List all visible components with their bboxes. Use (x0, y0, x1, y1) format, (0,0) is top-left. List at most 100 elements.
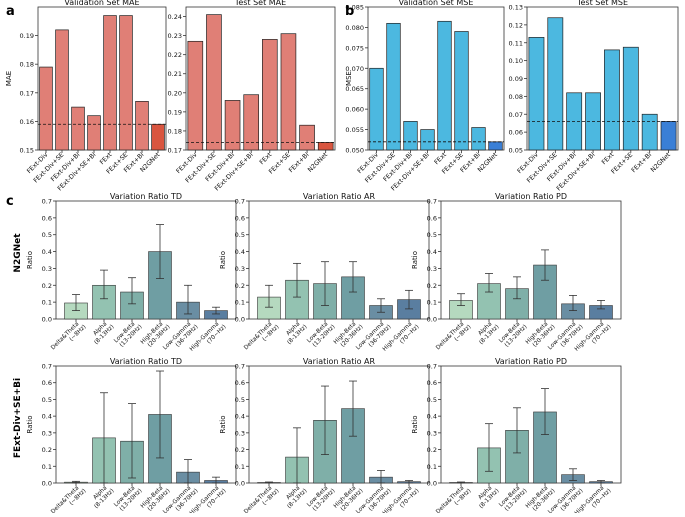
chart-title-5: Variation Ratio AR (303, 192, 376, 201)
y-tick-label: 0.1 (427, 463, 437, 471)
y-tick-label: 0.6 (42, 379, 52, 387)
y-tick-label: 0.4 (42, 413, 52, 421)
bar-2-2 (403, 121, 418, 151)
y-tick-label: 0.12 (509, 21, 523, 29)
y-axis-label-5: Ratio (219, 251, 227, 269)
panel-letter-a: a (6, 4, 15, 19)
y-tick-label: 0.1 (42, 299, 52, 307)
bar-2-0 (369, 67, 384, 151)
y-tick-label: 0.1 (42, 463, 52, 471)
bar-2-4 (437, 20, 452, 151)
y-axis-label-7: Ratio (26, 416, 34, 434)
bar-0-2 (71, 106, 85, 151)
y-tick-label: 0.0 (235, 480, 245, 488)
band-label: Alpha(8-13Hz) (478, 485, 501, 510)
band-label: Alpha(8-13Hz) (286, 485, 309, 510)
band-label: Alpha(8-13Hz) (286, 321, 309, 346)
bar-1-4 (262, 39, 278, 151)
bar-0-4 (103, 15, 117, 151)
y-tick-label: 0.07 (509, 111, 523, 119)
y-tick-label: 0.4 (235, 413, 245, 421)
y-tick-label: 0.17 (20, 89, 34, 97)
y-tick-label: 0.7 (42, 198, 52, 206)
plot-frame-5 (248, 200, 430, 320)
bar-3-7 (660, 121, 677, 151)
bar-0-0 (39, 66, 53, 151)
y-tick-label: 0.24 (168, 13, 182, 21)
y-tick-label: 0.10 (509, 57, 523, 65)
y-tick-label: 0.6 (427, 379, 437, 387)
y-tick-label: 0.2 (427, 282, 437, 290)
y-tick-label: 0.2 (42, 282, 52, 290)
y-tick-label: 0.2 (427, 446, 437, 454)
bar-3-6 (641, 113, 658, 151)
bar-1-0 (187, 40, 204, 151)
y-tick-label: 0.18 (168, 127, 182, 135)
y-tick-label: 0.1 (235, 463, 245, 471)
band-label: Delta&Theta(∼8Hz) (243, 485, 280, 515)
y-tick-label: 0.08 (509, 93, 523, 101)
y-tick-label: 0.2 (235, 446, 245, 454)
y-tick-label: 0.3 (427, 265, 437, 273)
band-label: Low-Beta(13-20Hz) (113, 485, 143, 513)
chart-title-0: Validation Set MAE (64, 0, 139, 7)
y-tick-label: 0.09 (509, 75, 523, 83)
chart-title-4: Variation Ratio TD (110, 192, 182, 201)
y-tick-label: 0.050 (345, 147, 364, 155)
band-label: Low-Beta(13-20Hz) (306, 485, 336, 513)
bar-1-3 (243, 94, 259, 151)
y-tick-label: 0.15 (20, 147, 34, 155)
band-label: Delta&Theta(∼8Hz) (435, 321, 472, 351)
y-tick-label: 0.4 (42, 248, 52, 256)
panel-letter-b: b (345, 4, 354, 19)
band-label: Alpha(8-13Hz) (478, 321, 501, 346)
plot-frame-2 (367, 6, 505, 151)
y-tick-label: 0.5 (235, 396, 245, 404)
y-tick-label: 0.11 (509, 39, 523, 47)
plot-frame-6 (440, 200, 622, 320)
y-tick-label: 0.3 (235, 429, 245, 437)
y-tick-label: 0.6 (235, 379, 245, 387)
y-tick-label: 0.070 (345, 65, 364, 73)
y-tick-label: 0.7 (427, 198, 437, 206)
x-tick-label: FExt (259, 151, 274, 166)
y-tick-label: 0.17 (168, 147, 182, 155)
bar-0-1 (55, 29, 69, 151)
y-tick-label: 0.6 (235, 214, 245, 222)
x-tick-label: N2GNet (650, 151, 673, 174)
y-tick-label: 0.13 (509, 4, 523, 12)
y-tick-label: 0.060 (345, 106, 364, 114)
y-tick-label: 0.16 (20, 118, 34, 126)
bar-1-1 (206, 14, 222, 151)
x-tick-label: FExt+Bi (630, 151, 653, 174)
y-tick-label: 0.3 (427, 429, 437, 437)
y-tick-label: 0.0 (42, 316, 52, 324)
bar-2-3 (420, 129, 435, 151)
y-axis-label-6: Ratio (411, 251, 419, 269)
bar-3-5 (622, 46, 639, 151)
x-tick-label: FExt (601, 151, 616, 166)
y-tick-label: 0.3 (235, 265, 245, 273)
bar-2-7 (488, 141, 503, 151)
y-tick-label: 0.065 (345, 85, 364, 93)
y-tick-label: 0.5 (42, 396, 52, 404)
y-axis-label-0: MAE (5, 71, 13, 86)
y-tick-label: 0.6 (42, 214, 52, 222)
y-tick-label: 0.5 (42, 231, 52, 239)
plot-frame-4 (55, 200, 237, 320)
y-tick-label: 0.055 (345, 126, 364, 134)
y-tick-label: 0.21 (168, 70, 182, 78)
band-label: Delta&Theta(∼8Hz) (435, 485, 472, 515)
plot-frame-8 (248, 365, 430, 484)
y-tick-label: 0.06 (509, 129, 523, 137)
bar-2-1 (386, 22, 401, 151)
y-tick-label: 0.7 (427, 363, 437, 371)
y-tick-label: 0.1 (235, 299, 245, 307)
band-label: Delta&Theta(∼8Hz) (50, 485, 87, 515)
row-label-fext: FExt-Div+SE+Bi (13, 378, 23, 458)
y-tick-label: 0.3 (42, 265, 52, 273)
y-tick-label: 0.7 (42, 363, 52, 371)
y-tick-label: 0.075 (345, 44, 364, 52)
y-tick-label: 0.5 (427, 231, 437, 239)
band-label: Alpha(8-13Hz) (93, 485, 116, 510)
